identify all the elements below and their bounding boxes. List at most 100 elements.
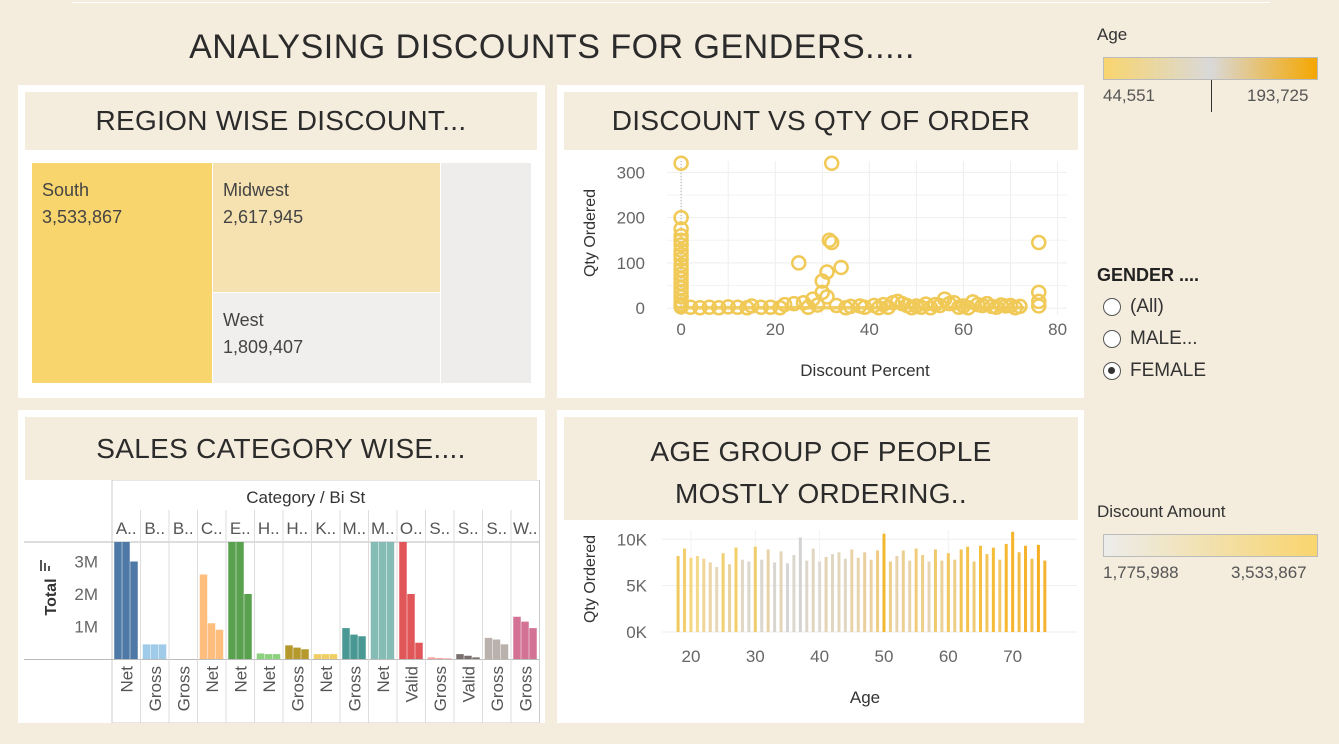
scatter-point[interactable]: [772, 300, 788, 316]
age-bar[interactable]: [876, 550, 880, 632]
region-treemap[interactable]: South 3,533,867 Midwest 2,617,945 West 1,809,…: [32, 163, 531, 383]
age-bar[interactable]: [805, 560, 809, 632]
category-bar[interactable]: [427, 657, 436, 659]
category-bar[interactable]: [415, 642, 423, 659]
radio-button[interactable]: [1103, 298, 1121, 316]
category-bar[interactable]: [435, 658, 444, 659]
scatter-point[interactable]: [809, 297, 826, 313]
age-bar[interactable]: [773, 562, 777, 632]
scatter-point[interactable]: [673, 221, 689, 237]
scatter-point[interactable]: [838, 300, 854, 316]
age-bar[interactable]: [895, 555, 899, 632]
age-bar[interactable]: [1024, 545, 1028, 632]
age-bar[interactable]: [1004, 543, 1008, 632]
category-bar[interactable]: [207, 623, 216, 659]
age-bar[interactable]: [882, 533, 886, 632]
scatter-point[interactable]: [762, 299, 779, 316]
category-bar[interactable]: [114, 542, 122, 659]
category-bar[interactable]: [407, 594, 415, 659]
age-bar[interactable]: [740, 559, 744, 632]
age-bar[interactable]: [708, 562, 712, 632]
scatter-point[interactable]: [753, 299, 769, 316]
category-bar[interactable]: [228, 542, 236, 659]
age-bar[interactable]: [818, 561, 822, 632]
scatter-point[interactable]: [1007, 300, 1023, 316]
radio-button[interactable]: [1103, 330, 1121, 348]
scatter-point[interactable]: [791, 255, 807, 271]
age-bar[interactable]: [888, 561, 892, 632]
age-bar[interactable]: [1043, 560, 1047, 632]
scatter-point[interactable]: [786, 295, 802, 312]
scatter-point[interactable]: [922, 300, 939, 316]
category-bar[interactable]: [492, 639, 501, 660]
age-bar[interactable]: [998, 559, 1002, 632]
scatter-point[interactable]: [1031, 298, 1047, 314]
age-bar[interactable]: [728, 564, 732, 632]
scatter-point[interactable]: [692, 300, 708, 316]
category-bar[interactable]: [256, 653, 265, 659]
age-bar[interactable]: [1011, 531, 1015, 632]
age-bar[interactable]: [1036, 544, 1040, 632]
scatter-point[interactable]: [795, 295, 812, 311]
age-bar[interactable]: [683, 548, 687, 632]
category-bar[interactable]: [456, 654, 464, 659]
age-bar[interactable]: [959, 549, 963, 632]
scatter-point[interactable]: [871, 300, 887, 316]
scatter-point[interactable]: [819, 289, 835, 305]
age-bar[interactable]: [779, 551, 783, 632]
scatter-point[interactable]: [823, 155, 840, 172]
age-bar[interactable]: [843, 558, 847, 632]
age-bar[interactable]: [715, 567, 719, 632]
age-bar[interactable]: [753, 546, 757, 632]
age-bar[interactable]: [914, 548, 918, 632]
category-bar[interactable]: [464, 655, 472, 659]
scatter-point[interactable]: [936, 291, 953, 307]
age-bar[interactable]: [927, 561, 931, 632]
category-bar[interactable]: [329, 654, 338, 659]
gender-option[interactable]: MALE...: [1103, 328, 1198, 350]
scatter-point[interactable]: [673, 227, 689, 244]
scatter-point[interactable]: [814, 273, 831, 289]
age-bar[interactable]: [966, 546, 970, 632]
category-bar[interactable]: [521, 621, 529, 659]
sort-icon[interactable]: [44, 563, 46, 571]
scatter-point[interactable]: [903, 300, 920, 316]
scatter-point[interactable]: [960, 300, 976, 316]
age-bar[interactable]: [978, 545, 982, 632]
sort-icon[interactable]: [40, 560, 42, 571]
category-bar[interactable]: [399, 542, 407, 659]
category-bar[interactable]: [122, 542, 130, 659]
age-bar[interactable]: [837, 552, 841, 632]
age-bar[interactable]: [785, 563, 789, 632]
gender-option[interactable]: (All): [1103, 296, 1164, 318]
category-bar[interactable]: [350, 634, 358, 659]
scatter-point[interactable]: [946, 295, 962, 311]
scatter-point[interactable]: [673, 155, 689, 172]
age-bar[interactable]: [824, 556, 828, 632]
age-bar[interactable]: [766, 549, 770, 632]
treemap-cell[interactable]: Midwest 2,617,945: [213, 163, 440, 292]
category-bar[interactable]: [313, 654, 322, 659]
age-bar[interactable]: [972, 561, 976, 632]
age-bar[interactable]: [676, 555, 680, 632]
category-bar[interactable]: [301, 649, 309, 659]
treemap-cell[interactable]: South 3,533,867: [32, 163, 212, 383]
scatter-point[interactable]: [673, 209, 689, 226]
scatter-point[interactable]: [673, 299, 689, 315]
age-bar[interactable]: [869, 559, 873, 632]
category-bar[interactable]: [529, 628, 537, 659]
scatter-point[interactable]: [673, 242, 689, 258]
scatter-chart[interactable]: 0 20 40 60 80 0 100 200 300 Discount Percent Qty O…: [557, 155, 1084, 398]
scatter-point[interactable]: [913, 299, 929, 316]
scatter-point[interactable]: [823, 234, 840, 251]
category-bar[interactable]: [158, 644, 167, 659]
age-bar[interactable]: [734, 547, 738, 632]
scatter-point[interactable]: [833, 259, 849, 276]
age-bar[interactable]: [831, 554, 835, 632]
age-bar[interactable]: [933, 549, 937, 632]
scatter-point[interactable]: [1031, 293, 1047, 310]
category-bar[interactable]: [244, 594, 252, 659]
age-bar[interactable]: [946, 553, 950, 632]
category-bar[interactable]: [236, 542, 244, 659]
category-bar[interactable]: [472, 657, 480, 659]
